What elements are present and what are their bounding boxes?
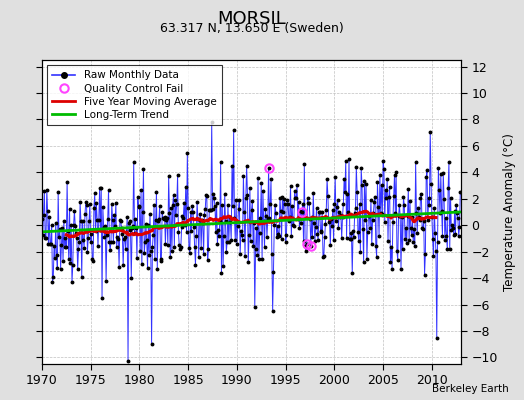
Text: Berkeley Earth: Berkeley Earth: [432, 384, 508, 394]
Legend: Raw Monthly Data, Quality Control Fail, Five Year Moving Average, Long-Term Tren: Raw Monthly Data, Quality Control Fail, …: [47, 65, 222, 125]
Text: 63.317 N, 13.650 E (Sweden): 63.317 N, 13.650 E (Sweden): [160, 22, 343, 35]
Text: MORSIL: MORSIL: [217, 10, 286, 28]
Y-axis label: Temperature Anomaly (°C): Temperature Anomaly (°C): [504, 133, 517, 291]
